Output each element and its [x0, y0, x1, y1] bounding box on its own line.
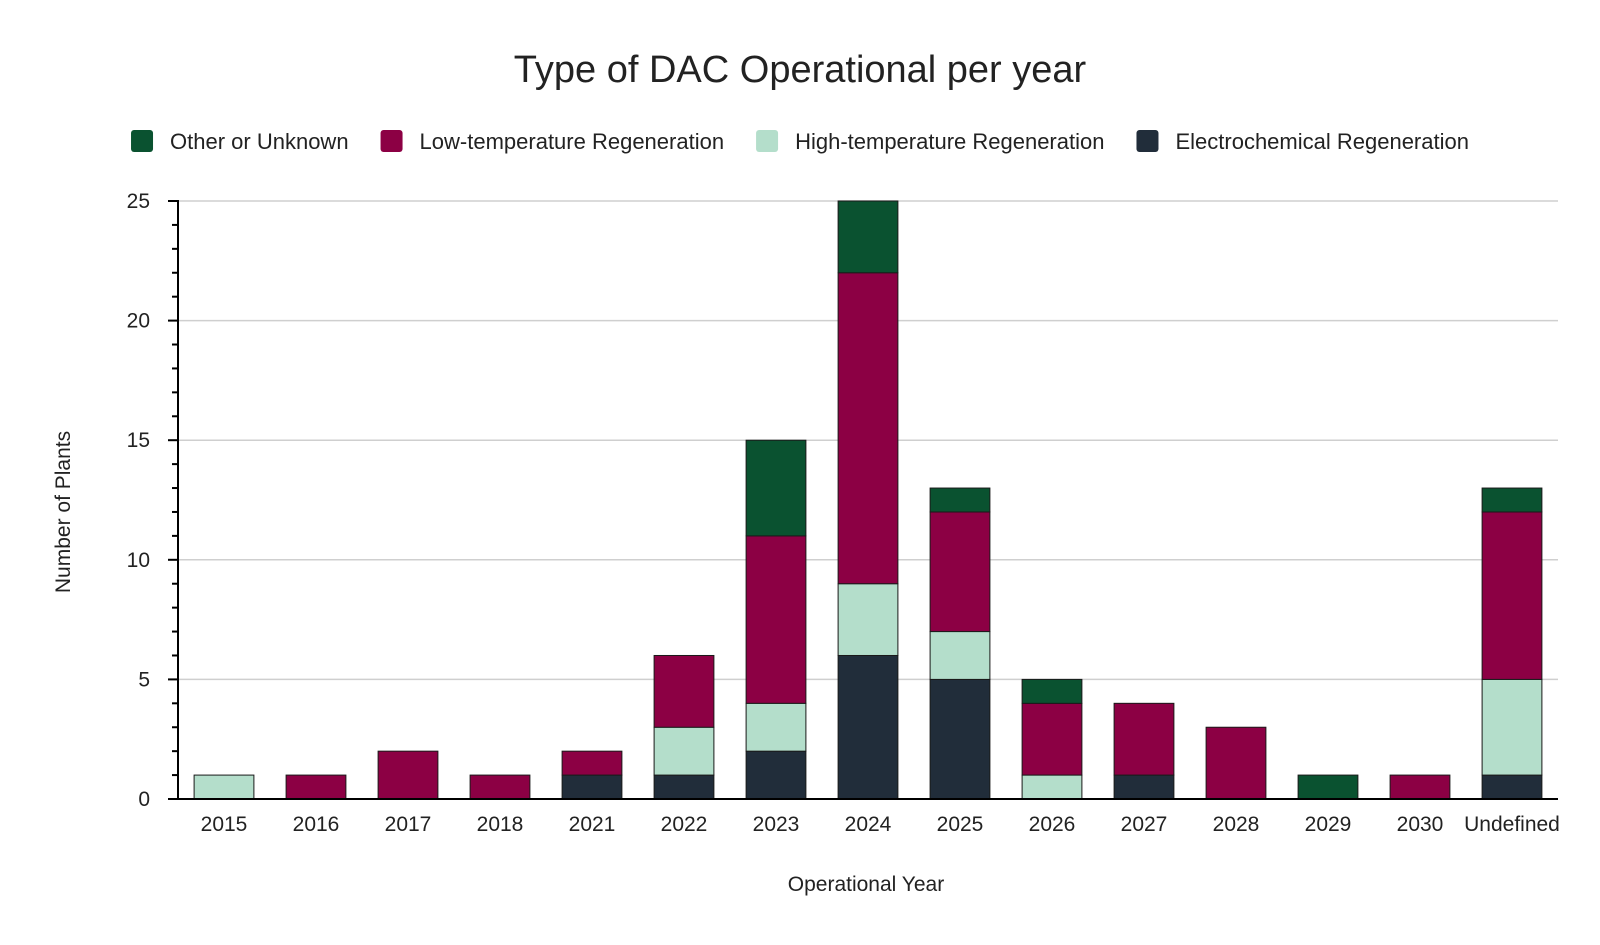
y-tick-label: 10 [127, 549, 150, 572]
bar-segment-2027-electrochemical-regeneration[interactable] [1113, 774, 1175, 800]
bar-segment-2016-low-temperature-regeneration[interactable] [285, 774, 347, 800]
bar-segment-2024-electrochemical-regeneration[interactable] [837, 654, 899, 800]
x-tick-label: 2017 [385, 813, 432, 836]
bar-segment-2023-other-or-unknown[interactable] [745, 439, 807, 537]
bar-segment-2029-other-or-unknown[interactable] [1297, 774, 1359, 800]
legend-swatch [1136, 130, 1159, 152]
legend-swatch [756, 130, 779, 152]
x-tick-label: 2015 [201, 813, 248, 836]
x-axis-title: Operational Year [788, 873, 944, 896]
bar-segment-2022-electrochemical-regeneration[interactable] [653, 774, 715, 800]
bars [193, 200, 1543, 800]
legend-item-electrochemical-regeneration[interactable]: Electrochemical Regeneration [1136, 129, 1469, 154]
bar-segment-2025-other-or-unknown[interactable] [929, 487, 991, 513]
x-tick-label: 2026 [1029, 813, 1076, 836]
bar-segment-2022-low-temperature-regeneration[interactable] [653, 654, 715, 728]
y-axis-title: Number of Plants [52, 431, 75, 593]
x-tick-label: 2023 [753, 813, 800, 836]
x-tick-label: 2021 [569, 813, 616, 836]
bar-segment-2026-other-or-unknown[interactable] [1021, 678, 1083, 704]
x-tick-label: 2028 [1213, 813, 1260, 836]
y-tick-label: 5 [138, 668, 150, 691]
legend-swatch [380, 130, 403, 152]
bar-segment-2024-high-temperature-regeneration[interactable] [837, 583, 899, 656]
bar-segment-undefined-high-temperature-regeneration[interactable] [1481, 678, 1543, 776]
bar-segment-undefined-low-temperature-regeneration[interactable] [1481, 511, 1543, 680]
bar-segment-2025-electrochemical-regeneration[interactable] [929, 678, 991, 800]
x-tick-label: Undefined [1464, 813, 1560, 836]
bar-segment-2023-low-temperature-regeneration[interactable] [745, 535, 807, 704]
x-tick-label: 2018 [477, 813, 524, 836]
legend-label: Low-temperature Regeneration [420, 129, 725, 154]
bar-segment-2028-low-temperature-regeneration[interactable] [1205, 726, 1267, 800]
y-tick-label: 25 [127, 190, 150, 213]
x-tick-label: 2027 [1121, 813, 1168, 836]
x-tick-label: 2025 [937, 813, 984, 836]
y-axis-ticks: 0 5 10 15 20 25 [127, 190, 178, 811]
bar-segment-2024-other-or-unknown[interactable] [837, 200, 899, 274]
bar-segment-2023-electrochemical-regeneration[interactable] [745, 750, 807, 800]
bar-segment-2027-low-temperature-regeneration[interactable] [1113, 702, 1175, 776]
y-tick-label: 15 [127, 429, 150, 452]
bar-segment-2030-low-temperature-regeneration[interactable] [1389, 774, 1451, 800]
bar-segment-2025-low-temperature-regeneration[interactable] [929, 511, 991, 633]
bar-segment-2024-low-temperature-regeneration[interactable] [837, 272, 899, 585]
x-tick-label: 2022 [661, 813, 708, 836]
bar-segment-2025-high-temperature-regeneration[interactable] [929, 631, 991, 680]
bar-segment-2023-high-temperature-regeneration[interactable] [745, 702, 807, 752]
x-tick-label: 2016 [293, 813, 340, 836]
legend-label: Electrochemical Regeneration [1175, 129, 1469, 154]
bar-segment-2018-low-temperature-regeneration[interactable] [469, 774, 531, 800]
legend-item-low-temperature-regeneration[interactable]: Low-temperature Regeneration [380, 129, 725, 154]
y-tick-label: 20 [127, 310, 150, 333]
x-tick-label: 2030 [1397, 813, 1444, 836]
x-tick-label: 2024 [845, 813, 892, 836]
bar-segment-2026-high-temperature-regeneration[interactable] [1021, 774, 1083, 800]
bar-segment-2026-low-temperature-regeneration[interactable] [1021, 702, 1083, 776]
bar-segment-2021-low-temperature-regeneration[interactable] [561, 750, 623, 776]
legend-swatch [131, 130, 154, 152]
legend: Other or Unknown Low-temperature Regenera… [131, 129, 1469, 154]
bar-segment-2015-high-temperature-regeneration[interactable] [193, 774, 255, 800]
axes [168, 200, 1558, 800]
legend-item-high-temperature-regeneration[interactable]: High-temperature Regeneration [756, 129, 1104, 154]
legend-item-other-or-unknown[interactable]: Other or Unknown [131, 129, 349, 154]
bar-segment-2021-electrochemical-regeneration[interactable] [561, 774, 623, 800]
legend-label: High-temperature Regeneration [795, 129, 1104, 154]
x-tick-label: 2029 [1305, 813, 1352, 836]
bar-segment-2022-high-temperature-regeneration[interactable] [653, 726, 715, 776]
chart-title: Type of DAC Operational per year [514, 49, 1087, 91]
x-axis-ticks: 2015 2016 2017 2018 2021 2022 2023 2024 2025 2026… [201, 813, 1560, 836]
bar-segment-undefined-electrochemical-regeneration[interactable] [1481, 774, 1543, 800]
y-tick-label: 0 [138, 788, 150, 811]
bar-segment-2017-low-temperature-regeneration[interactable] [377, 750, 439, 800]
legend-label: Other or Unknown [170, 129, 349, 154]
bar-segment-undefined-other-or-unknown[interactable] [1481, 487, 1543, 513]
